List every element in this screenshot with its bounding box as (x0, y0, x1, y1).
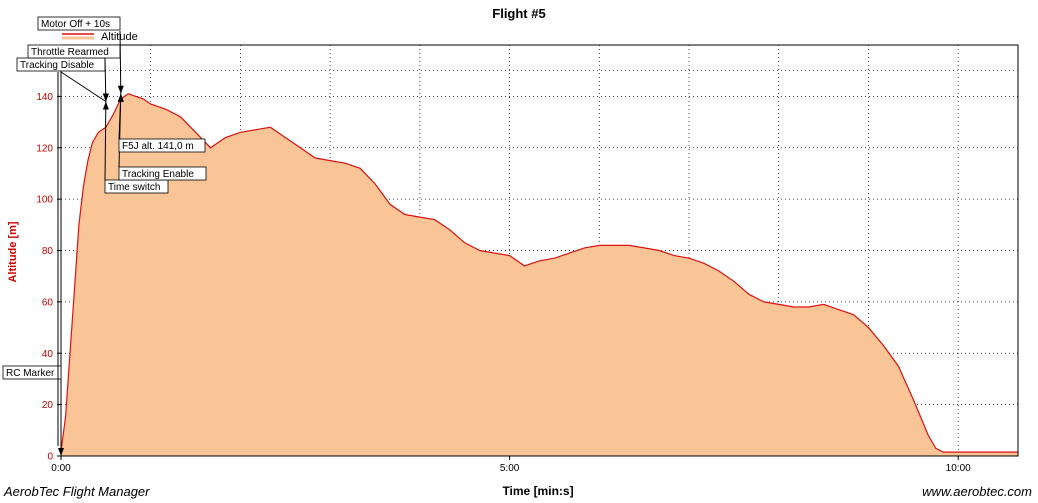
annotation-label: RC Marker (6, 368, 55, 379)
annotation: RC Marker (2, 365, 64, 456)
annotation-arrow (58, 448, 64, 456)
annotation-label: F5J alt. 141,0 m (122, 141, 194, 152)
annotation: Motor Off + 10s (37, 16, 124, 94)
x-tick-label: 0:00 (51, 463, 71, 474)
annotation: Time switch (102, 101, 169, 194)
annotation: Tracking Enable (117, 93, 207, 181)
annotation-label: Tracking Enable (122, 169, 194, 180)
chart-title: Flight #5 (492, 6, 545, 21)
annotation-label: Time switch (108, 182, 160, 193)
annotation: Tracking Disable (16, 57, 109, 102)
y-tick-label: 80 (42, 246, 54, 257)
annotation: F5J alt. 141,0 m (117, 93, 206, 153)
annotation-pointer (60, 71, 107, 102)
annotation-box (37, 16, 121, 31)
annotation-box (118, 138, 206, 153)
x-axis-label: Time [min:s] (502, 484, 573, 498)
annotation-arrow (117, 93, 124, 102)
annotation-arrow (117, 85, 124, 94)
footer-website[interactable]: www.aerobtec.com (922, 484, 1032, 499)
annotation: Throttle Rearmed (27, 44, 121, 102)
annotation-arrow (102, 93, 109, 102)
plot-area: 0 20 40 60 80 100 120 140 0:00 5:00 10:00 Altitude R… (2, 16, 1019, 474)
annotation-pointer (104, 101, 107, 181)
y-tick-label: 40 (42, 349, 54, 360)
y-tick-label: 60 (42, 297, 54, 308)
legend: Altitude (62, 31, 138, 43)
y-axis-label: Altitude [m] (7, 221, 19, 282)
y-tick-label: 100 (36, 195, 53, 206)
annotation-arrow (102, 101, 109, 110)
annotation-label: Throttle Rearmed (31, 47, 109, 58)
y-tick-label: 0 (47, 452, 53, 463)
annotation-label: Motor Off + 10s (41, 19, 110, 30)
annotation-box (118, 166, 207, 181)
x-tick-label: 5:00 (500, 463, 520, 474)
y-tick-label: 120 (36, 143, 53, 154)
y-tick-label: 140 (36, 92, 53, 103)
y-tick-label: 20 (42, 400, 54, 411)
altitude-line (60, 93, 1018, 453)
annotation-label: Tracking Disable (20, 60, 95, 71)
annotation-box (2, 365, 62, 380)
altitude-area (61, 93, 1018, 457)
x-tick-label: 10:00 (946, 463, 971, 474)
footer-app-name: AerobTec Flight Manager (4, 484, 150, 499)
legend-entry: Altitude (101, 31, 138, 43)
annotation-pointer (119, 30, 122, 94)
